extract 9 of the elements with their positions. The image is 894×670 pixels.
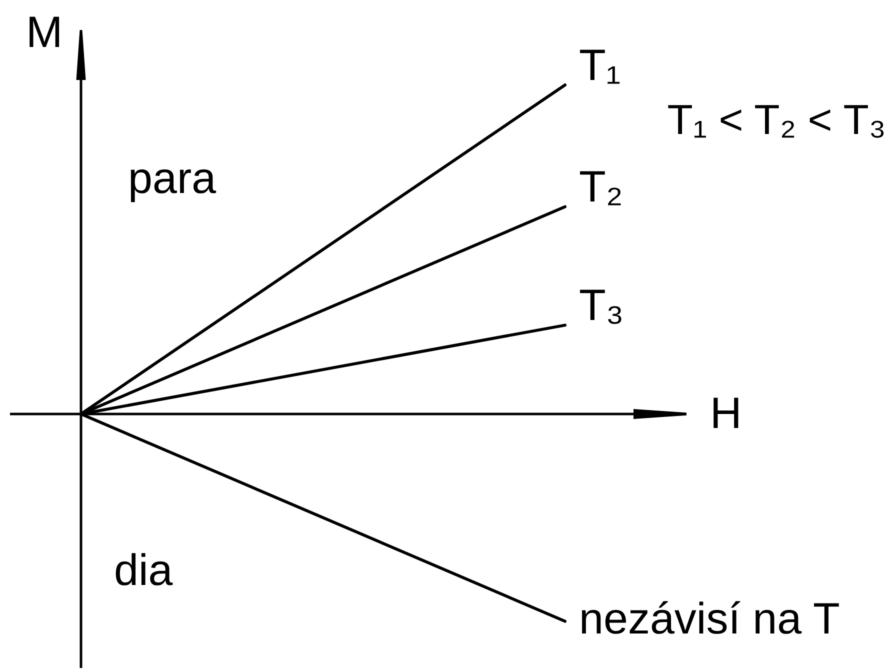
series-label: T₃ [579,281,624,330]
series-label: T₂ [579,162,623,212]
text: T₁ < T₂ < T₃ [667,96,886,143]
annotation: dia [114,546,174,595]
annotation: para [128,154,217,203]
y-axis-title: M [26,8,63,57]
series-label: nezávisí na T [579,594,840,644]
series-label: T₁ [579,41,621,90]
x-axis-title: H [710,389,742,438]
